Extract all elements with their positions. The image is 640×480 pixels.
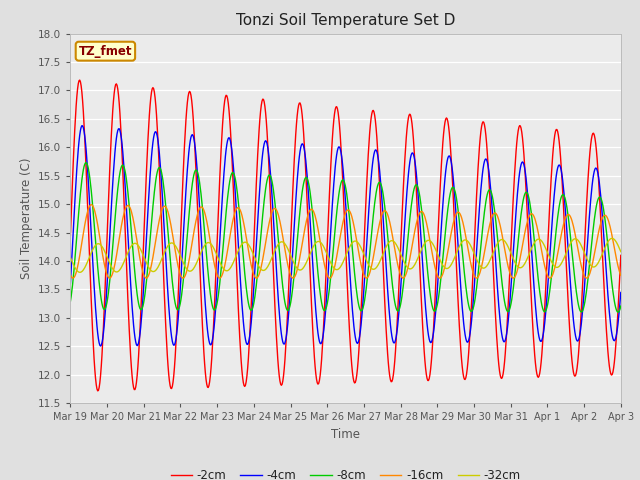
Line: -32cm: -32cm bbox=[70, 239, 621, 272]
-32cm bbox=[617, 249, 625, 254]
-4cm bbox=[617, 289, 625, 295]
-32cm bbox=[132, 240, 140, 246]
-32cm bbox=[233, 251, 241, 257]
-16cm bbox=[435, 275, 442, 280]
-32cm bbox=[434, 252, 442, 258]
-32cm bbox=[67, 254, 74, 260]
-8cm bbox=[260, 198, 268, 204]
-32cm bbox=[76, 269, 84, 275]
-32cm bbox=[281, 241, 289, 247]
X-axis label: Time: Time bbox=[331, 428, 360, 441]
Line: -8cm: -8cm bbox=[70, 163, 621, 312]
-16cm bbox=[234, 205, 241, 211]
-8cm bbox=[132, 279, 140, 285]
-2cm bbox=[234, 289, 241, 295]
-16cm bbox=[282, 251, 289, 257]
-16cm bbox=[88, 202, 95, 207]
Line: -4cm: -4cm bbox=[70, 126, 621, 346]
-2cm bbox=[261, 103, 269, 109]
-32cm bbox=[609, 236, 616, 241]
-2cm bbox=[282, 346, 289, 351]
Y-axis label: Soil Temperature (C): Soil Temperature (C) bbox=[20, 157, 33, 279]
-16cm bbox=[132, 230, 140, 236]
-8cm bbox=[83, 160, 90, 166]
-4cm bbox=[404, 180, 412, 185]
-4cm bbox=[78, 123, 86, 129]
-4cm bbox=[97, 343, 104, 349]
-8cm bbox=[281, 300, 289, 306]
Line: -16cm: -16cm bbox=[70, 204, 621, 278]
-32cm bbox=[260, 267, 268, 273]
-2cm bbox=[94, 388, 102, 394]
-4cm bbox=[67, 281, 74, 287]
-4cm bbox=[282, 337, 289, 343]
-16cm bbox=[67, 272, 74, 277]
-8cm bbox=[434, 299, 442, 305]
-8cm bbox=[614, 309, 622, 315]
-4cm bbox=[234, 229, 241, 235]
-2cm bbox=[404, 120, 412, 126]
-32cm bbox=[403, 264, 411, 270]
Title: Tonzi Soil Temperature Set D: Tonzi Soil Temperature Set D bbox=[236, 13, 455, 28]
-16cm bbox=[404, 265, 412, 271]
-4cm bbox=[132, 342, 140, 348]
-8cm bbox=[403, 246, 411, 252]
-4cm bbox=[435, 269, 442, 275]
-8cm bbox=[67, 299, 74, 304]
-2cm bbox=[617, 252, 625, 258]
-4cm bbox=[261, 139, 269, 144]
-2cm bbox=[67, 233, 74, 239]
Text: TZ_fmet: TZ_fmet bbox=[79, 45, 132, 58]
-2cm bbox=[76, 77, 84, 83]
Line: -2cm: -2cm bbox=[70, 80, 621, 391]
-2cm bbox=[435, 219, 442, 225]
-16cm bbox=[617, 272, 625, 278]
-16cm bbox=[261, 244, 269, 250]
Legend: -2cm, -4cm, -8cm, -16cm, -32cm: -2cm, -4cm, -8cm, -16cm, -32cm bbox=[166, 465, 525, 480]
-8cm bbox=[617, 303, 625, 309]
-16cm bbox=[216, 275, 223, 281]
-2cm bbox=[132, 380, 140, 385]
-8cm bbox=[233, 186, 241, 192]
